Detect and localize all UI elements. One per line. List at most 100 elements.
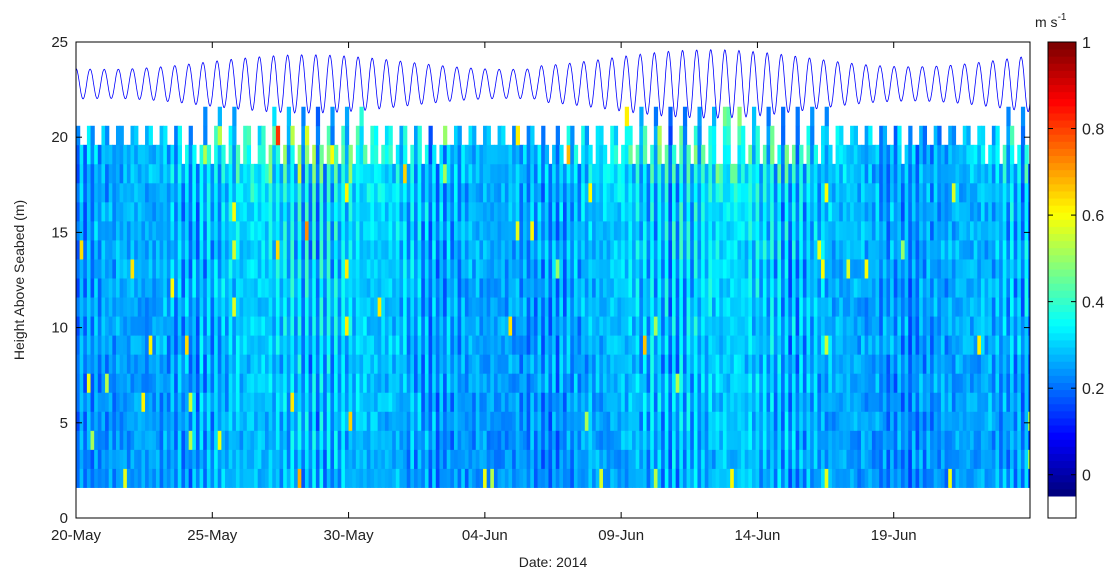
colorbar-swatch	[1048, 198, 1076, 206]
heat-cell	[523, 144, 528, 165]
heat-cell	[177, 392, 182, 412]
heat-cell	[759, 201, 764, 222]
heat-cell	[261, 430, 266, 450]
heat-cell	[853, 354, 858, 374]
heat-cell	[639, 240, 644, 260]
heat-cell	[94, 316, 99, 336]
heat-cell	[123, 182, 128, 203]
heat-cell	[777, 201, 782, 222]
heat-cell	[363, 163, 368, 184]
heat-cell	[461, 468, 466, 488]
heat-cell	[443, 182, 448, 203]
heat-cell	[315, 259, 321, 279]
heat-cell	[275, 259, 281, 279]
heat-cell	[973, 297, 978, 317]
heat-cell	[828, 220, 833, 241]
heat-cell	[697, 259, 702, 279]
heat-cell	[501, 182, 506, 203]
heat-cell	[166, 297, 172, 317]
heat-cell	[639, 468, 644, 488]
heat-cell	[203, 468, 208, 488]
heat-cell	[642, 144, 648, 165]
heat-cell	[751, 335, 757, 355]
heat-cell	[315, 182, 321, 203]
heat-cell	[439, 373, 444, 393]
heat-cell	[508, 392, 513, 412]
heat-cell	[784, 144, 789, 165]
heat-cell	[930, 411, 935, 431]
heat-cell	[214, 449, 219, 469]
heat-cell	[446, 354, 451, 374]
heat-cell	[515, 468, 520, 488]
heat-cell	[668, 411, 673, 431]
heat-cell	[646, 278, 651, 298]
heat-cell	[79, 354, 84, 374]
heat-cell	[759, 411, 764, 431]
heat-cell	[795, 373, 800, 393]
heat-cell	[112, 411, 117, 431]
heat-cell	[155, 392, 161, 412]
heat-cell	[584, 316, 590, 336]
heat-cell	[134, 449, 139, 469]
heat-cell	[1020, 354, 1026, 374]
heat-cell	[381, 335, 386, 355]
heat-cell	[210, 182, 215, 203]
heat-cell	[890, 411, 895, 431]
heat-cell	[944, 316, 949, 336]
heat-cell	[86, 259, 92, 279]
heat-cell	[497, 354, 502, 374]
heat-cell	[893, 411, 898, 431]
heat-cell	[821, 125, 826, 146]
heat-cell	[613, 468, 619, 488]
heat-cell	[817, 411, 822, 431]
heat-cell	[108, 354, 113, 374]
heat-cell	[962, 259, 967, 279]
heat-cell	[966, 297, 971, 317]
heat-cell	[508, 201, 513, 222]
heat-cell	[715, 163, 720, 184]
heat-cell	[766, 182, 771, 203]
heat-cell	[988, 430, 993, 450]
heat-cell	[879, 278, 884, 298]
heat-cell	[501, 335, 506, 355]
heat-cell	[570, 163, 575, 184]
heat-cell	[628, 392, 633, 412]
heat-cell	[294, 297, 299, 317]
heat-cell	[152, 430, 157, 450]
heat-cell	[879, 335, 884, 355]
heat-cell	[679, 449, 684, 469]
heat-cell	[988, 411, 993, 431]
heat-cell	[748, 163, 753, 184]
heat-cell	[679, 125, 684, 146]
heat-cell	[152, 335, 157, 355]
heat-cell	[479, 468, 484, 488]
heat-cell	[319, 430, 324, 450]
heat-cell	[566, 430, 571, 450]
heat-cell	[781, 297, 786, 317]
heat-cell	[141, 163, 146, 184]
heat-cell	[940, 373, 946, 393]
heat-cell	[781, 163, 786, 184]
heat-cell	[239, 468, 244, 488]
heat-cell	[410, 468, 415, 488]
colorbar-swatch	[1048, 297, 1076, 305]
heat-cell	[83, 373, 88, 393]
heat-cell	[344, 354, 350, 374]
heat-cell	[541, 144, 546, 165]
heat-cell	[922, 125, 928, 146]
heat-cell	[672, 430, 677, 450]
heat-cell	[206, 240, 212, 260]
colorbar-swatch	[1048, 112, 1076, 121]
heat-cell	[439, 163, 444, 184]
heat-cell	[904, 411, 909, 431]
heat-cell	[584, 411, 590, 431]
heat-cell	[824, 201, 829, 222]
heat-cell	[490, 468, 495, 488]
heat-cell	[657, 220, 662, 241]
heat-cell	[584, 278, 590, 298]
heat-cell	[886, 278, 891, 298]
heat-cell	[323, 335, 328, 355]
heat-cell	[286, 125, 292, 146]
heat-cell	[951, 392, 957, 412]
heat-cell	[450, 163, 455, 184]
